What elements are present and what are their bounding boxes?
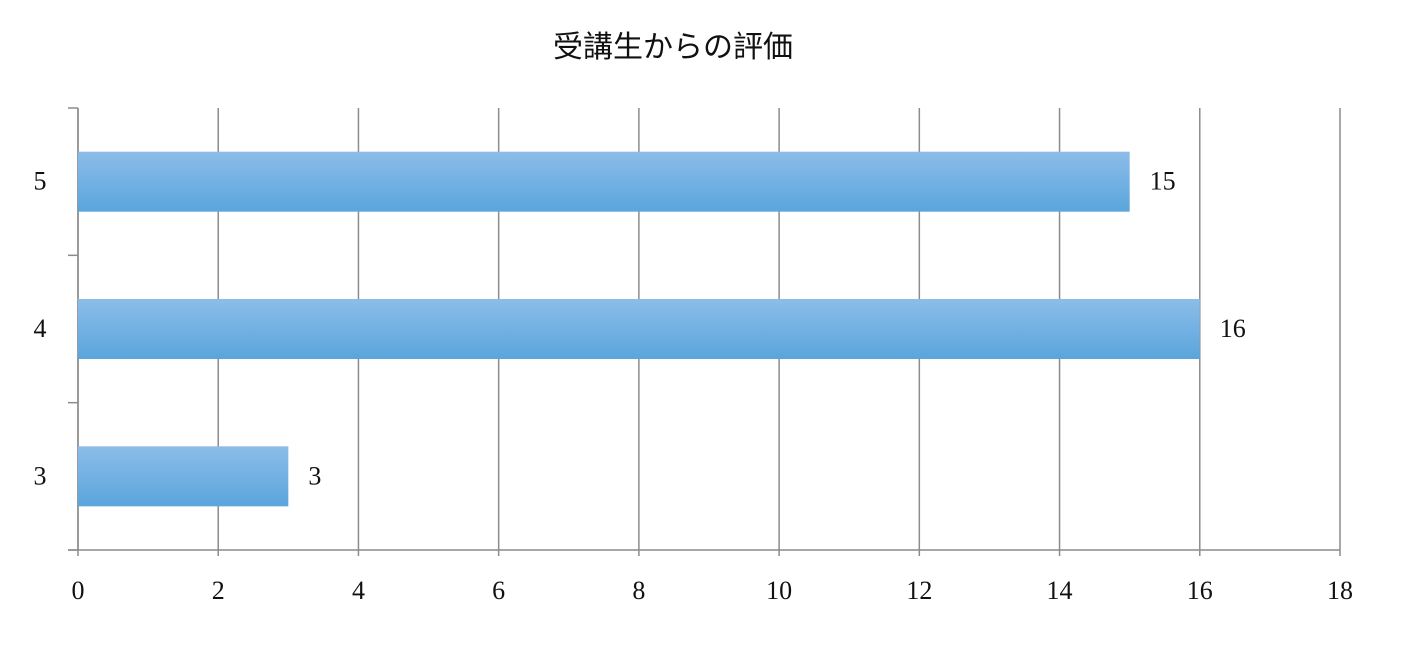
x-tick-label: 0 <box>72 576 85 605</box>
y-tick-label: 4 <box>34 314 47 343</box>
x-tick-label: 18 <box>1327 576 1353 605</box>
value-label: 16 <box>1220 314 1246 343</box>
bar <box>78 151 1130 212</box>
y-tick-label: 3 <box>34 461 47 490</box>
chart-title: 受講生からの評価 <box>553 31 793 64</box>
x-tick-label: 8 <box>632 576 645 605</box>
x-tick-label: 2 <box>212 576 225 605</box>
x-tick-label: 16 <box>1187 576 1213 605</box>
x-tick-label: 4 <box>352 576 365 605</box>
bar <box>78 299 1200 359</box>
bar <box>78 446 289 507</box>
x-tick-label: 12 <box>906 576 932 605</box>
x-tick-label: 14 <box>1047 576 1073 605</box>
value-label: 3 <box>308 461 321 490</box>
y-tick-label: 5 <box>34 167 47 196</box>
value-label: 15 <box>1150 167 1176 196</box>
x-tick-label: 6 <box>492 576 505 605</box>
x-tick-label: 10 <box>766 576 792 605</box>
